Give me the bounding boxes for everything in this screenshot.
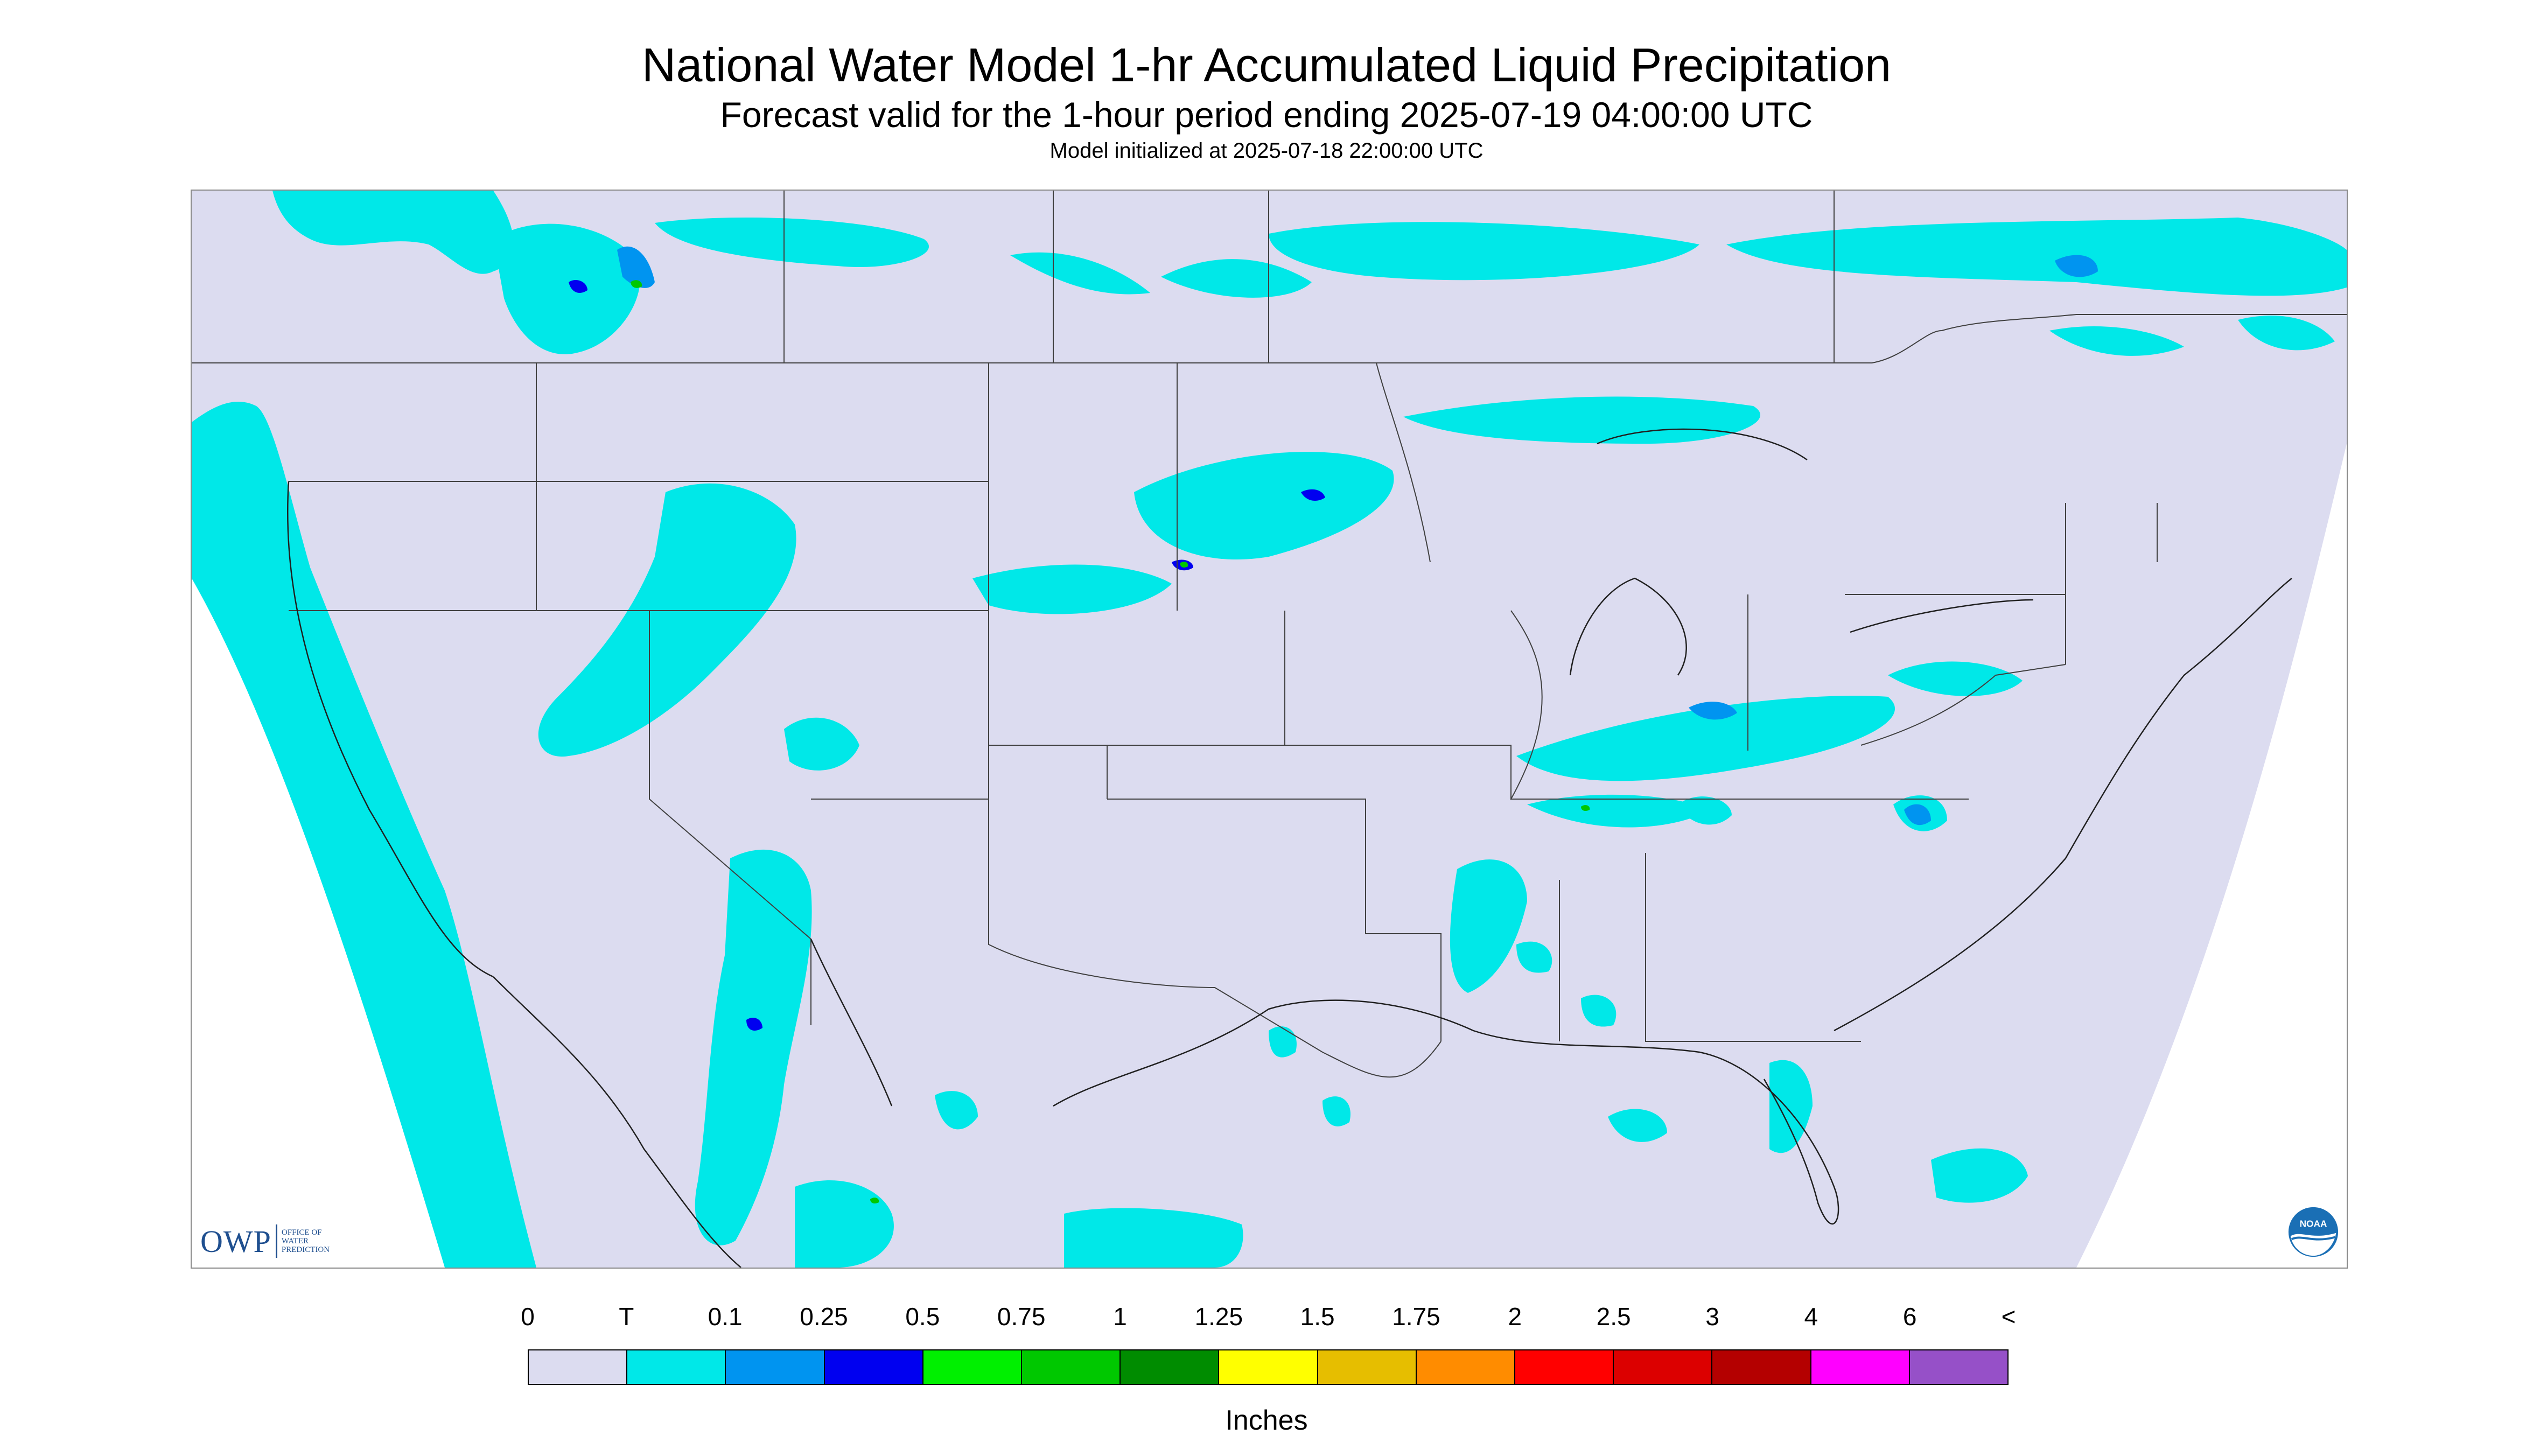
legend-swatch bbox=[1318, 1350, 1417, 1384]
precip-trace-areas bbox=[192, 191, 2347, 1268]
noaa-logo-text: NOAA bbox=[2300, 1218, 2327, 1229]
legend-swatch bbox=[1416, 1350, 1516, 1384]
legend-label: 0 bbox=[521, 1303, 535, 1331]
legend-swatch bbox=[1515, 1350, 1614, 1384]
legend-swatch bbox=[1811, 1350, 1910, 1384]
map-canvas bbox=[192, 191, 2347, 1268]
legend-label: 4 bbox=[1804, 1303, 1818, 1331]
legend-label: T bbox=[619, 1303, 634, 1331]
legend-label: 3 bbox=[1705, 1303, 1719, 1331]
precipitation-map[interactable] bbox=[191, 190, 2348, 1269]
legend-label: 0.1 bbox=[708, 1303, 743, 1331]
legend-labels: 0 T 0.1 0.25 0.5 0.75 1 1.25 1.5 1.75 2 2.5 3 4 6 < bbox=[0, 1302, 2533, 1334]
model-init-line: Model initialized at 2025-07-18 22:00:00… bbox=[1049, 139, 1484, 163]
legend-swatch bbox=[923, 1350, 1023, 1384]
owp-logo-mark: OWP bbox=[200, 1223, 271, 1259]
legend-label: 2 bbox=[1508, 1303, 1522, 1331]
legend-label: 0.5 bbox=[905, 1303, 940, 1331]
state-boundaries bbox=[192, 191, 2347, 1078]
legend-swatch bbox=[1219, 1350, 1318, 1384]
legend-label: 0.75 bbox=[997, 1303, 1046, 1331]
legend-swatch bbox=[1614, 1350, 1713, 1384]
owp-logo-separator bbox=[275, 1224, 277, 1258]
legend-label: 2.5 bbox=[1596, 1303, 1631, 1331]
owp-logo: OWP OFFICE OF WATER PREDICTION bbox=[200, 1222, 330, 1260]
legend-swatch bbox=[726, 1350, 825, 1384]
legend-swatch bbox=[627, 1350, 726, 1384]
precip-heavy-areas bbox=[631, 280, 1590, 1203]
noaa-logo-icon: NOAA bbox=[2288, 1207, 2339, 1257]
precip-light-areas bbox=[617, 246, 2098, 825]
legend-swatch bbox=[1022, 1350, 1121, 1384]
coastlines bbox=[286, 428, 2292, 1268]
legend-label: 6 bbox=[1902, 1303, 1917, 1331]
legend-label: < bbox=[2001, 1303, 2016, 1331]
page-title: National Water Model 1-hr Accumulated Li… bbox=[641, 38, 1892, 92]
legend-label: 1.25 bbox=[1194, 1303, 1243, 1331]
legend-swatch bbox=[824, 1350, 923, 1384]
legend-label: 1 bbox=[1113, 1303, 1127, 1331]
legend-swatch bbox=[1121, 1350, 1220, 1384]
owp-logo-text: OFFICE OF WATER PREDICTION bbox=[282, 1228, 330, 1254]
owp-logo-line: WATER bbox=[281, 1237, 309, 1245]
legend-label: 1.75 bbox=[1392, 1303, 1440, 1331]
forecast-valid-subtitle: Forecast valid for the 1-hour period end… bbox=[720, 95, 1813, 135]
owp-logo-line: OFFICE OF bbox=[281, 1228, 322, 1237]
legend-units: Inches bbox=[1225, 1405, 1308, 1436]
legend-swatch bbox=[1712, 1350, 1811, 1384]
legend-label: 0.25 bbox=[800, 1303, 848, 1331]
legend-color-bar bbox=[528, 1349, 2009, 1385]
legend-label: 1.5 bbox=[1300, 1303, 1335, 1331]
owp-logo-line: PREDICTION bbox=[281, 1245, 330, 1254]
legend-swatch bbox=[1909, 1350, 2008, 1384]
legend-swatch bbox=[529, 1350, 628, 1384]
